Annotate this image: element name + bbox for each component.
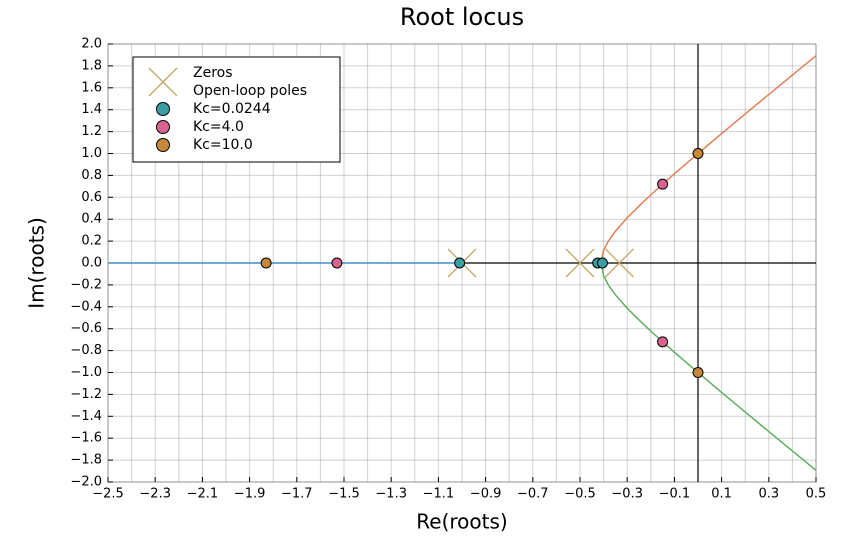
x-tick-label: 0.5: [806, 487, 827, 502]
x-tick-label: −2.5: [92, 487, 124, 502]
x-tick-label: −0.7: [517, 487, 549, 502]
y-tick-label: 1.4: [81, 102, 102, 117]
legend-label: Kc=0.0244: [193, 101, 271, 117]
x-tick-label: −1.5: [328, 487, 360, 502]
y-tick-label: −1.2: [70, 387, 102, 402]
y-tick-label: −0.6: [70, 321, 102, 336]
root-marker: [657, 336, 669, 348]
root-marker: [657, 178, 669, 190]
x-tick-label: −0.3: [611, 487, 643, 502]
root-marker: [692, 148, 704, 159]
y-tick-label: 0.2: [81, 234, 102, 249]
legend-label: Kc=10.0: [193, 137, 253, 153]
y-tick-label: 0.6: [81, 190, 102, 205]
root-marker: [260, 257, 272, 269]
y-tick-label: −0.4: [70, 299, 102, 314]
legend: Zeros Open-loop poles Kc=0.0244 Kc=4.0 Kc=10…: [132, 56, 341, 163]
legend-label: Zeros: [193, 65, 233, 81]
x-tick-label: −1.3: [375, 487, 407, 502]
chart-title: Root locus: [400, 3, 524, 31]
root-marker: [331, 257, 343, 269]
legend-marker: [148, 67, 178, 97]
y-tick-label: 0.0: [81, 256, 102, 271]
root-marker: [454, 257, 466, 269]
x-tick-label: −0.1: [659, 487, 691, 502]
legend-marker: [156, 102, 170, 116]
root-marker: [692, 367, 704, 378]
locus-branch: [600, 55, 817, 264]
legend-marker: [156, 120, 170, 134]
x-tick-label: −1.9: [234, 487, 266, 502]
y-tick-label: 1.8: [81, 58, 102, 73]
y-tick-label: −1.6: [70, 431, 102, 446]
x-tick-label: 0.1: [711, 487, 732, 502]
legend-marker: [156, 138, 170, 152]
cross-stroke: [604, 248, 634, 278]
cross-marker: [604, 248, 634, 278]
y-tick-label: −2.0: [70, 475, 102, 490]
legend-label: Kc=4.0: [193, 119, 244, 135]
y-axis-label: Im(roots): [25, 217, 49, 309]
cross-stroke: [148, 67, 178, 97]
x-tick-label: −1.1: [423, 487, 455, 502]
x-tick-label: −0.9: [470, 487, 502, 502]
y-tick-label: 1.2: [81, 124, 102, 139]
root-marker: [596, 257, 608, 269]
legend-label: Open-loop poles: [193, 83, 307, 99]
x-tick-label: 0.3: [758, 487, 779, 502]
y-tick-label: 2.0: [81, 37, 102, 52]
y-tick-label: −0.2: [70, 277, 102, 292]
x-tick-label: −2.3: [139, 487, 171, 502]
y-tick-label: 0.8: [81, 168, 102, 183]
y-tick-label: −0.8: [70, 343, 102, 358]
locus-branch: [600, 262, 817, 471]
y-tick-label: −1.0: [70, 365, 102, 380]
y-tick-label: 1.6: [81, 80, 102, 95]
x-tick-label: −0.5: [564, 487, 596, 502]
x-axis-label: Re(roots): [416, 510, 507, 534]
cross-stroke: [565, 248, 595, 278]
x-tick-label: −2.1: [187, 487, 219, 502]
y-tick-label: −1.8: [70, 453, 102, 468]
y-tick-label: −1.4: [70, 409, 102, 424]
cross-marker: [565, 248, 595, 278]
x-tick-label: −1.7: [281, 487, 313, 502]
y-tick-label: 1.0: [81, 146, 102, 161]
y-tick-label: 0.4: [81, 212, 102, 227]
